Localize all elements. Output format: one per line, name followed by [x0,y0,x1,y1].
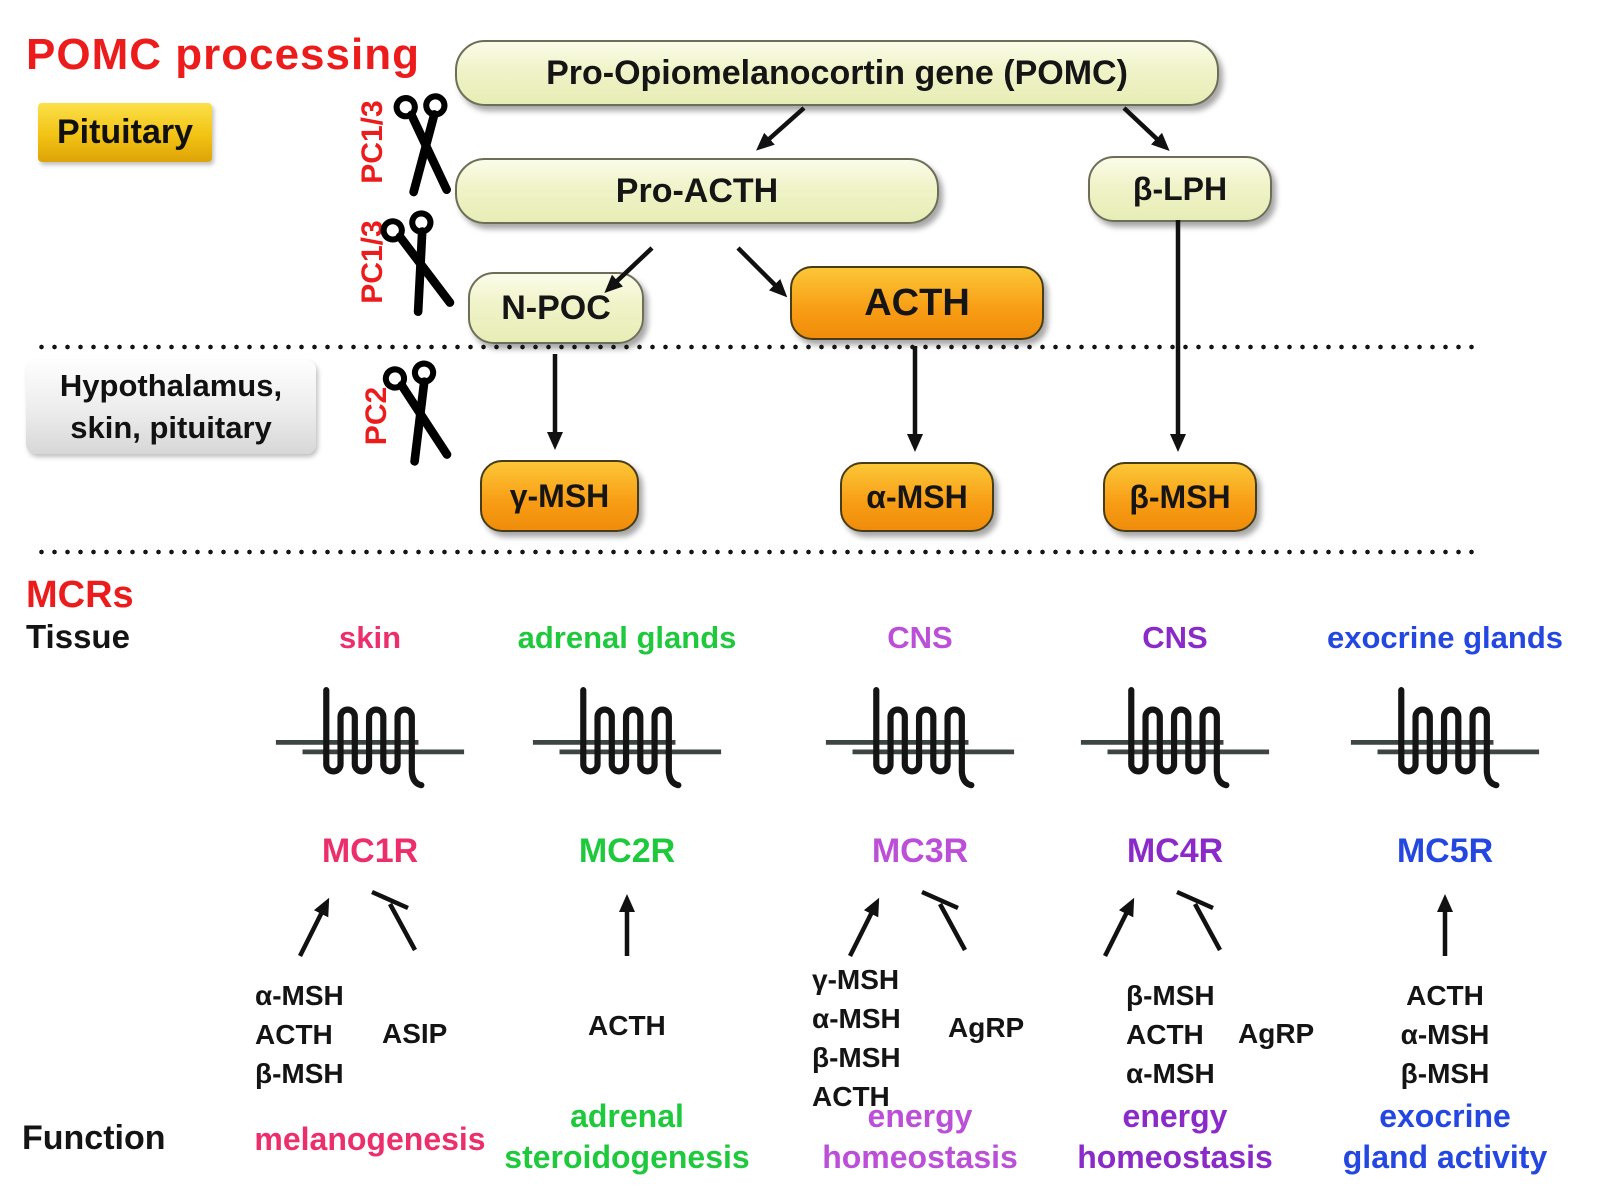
inhibition-bar-mc3r [921,889,967,952]
function-line: energy [867,1098,973,1134]
activation-arrow-mc4r [1102,897,1135,958]
node-b-lph: β-LPH [1088,156,1272,222]
tissue-label-mc2r: adrenal glands [517,620,737,655]
agonist-list-mc5r: ACTH α-MSH β-MSH [1370,976,1520,1093]
function-line: gland activity [1342,1139,1548,1175]
section-title-mcrs: MCRs [26,574,134,616]
agonist-item: ACTH [812,1081,890,1112]
tissue-label-mc3r: CNS [887,620,953,655]
scissors-icon [382,360,452,466]
agonist-list-mc4r: β-MSH ACTH α-MSH [1126,976,1215,1093]
agonist-list-mc2r: ACTH [588,1006,666,1045]
agonist-list-mc3r: γ-MSH α-MSH β-MSH ACTH [812,960,901,1116]
receptor-icon-mc5r [1350,687,1540,789]
node-alpha-msh: α-MSH [840,462,994,532]
divider-dotted-top [35,344,1475,350]
node-beta-msh: β-MSH [1103,462,1257,532]
activation-arrow-mc1r [297,897,330,958]
divider-dotted-bottom [35,549,1475,555]
function-label-mc5r: exocrine gland activity [1285,1096,1605,1178]
arrow-proacth-to-acth [736,246,788,298]
arrow-proacth-to-npoc [604,246,654,293]
node-acth: ACTH [790,266,1044,340]
agonist-item: γ-MSH [812,964,900,995]
node-gamma-msh: γ-MSH [480,460,639,532]
arrow-blph-to-betamsh [1170,220,1186,452]
scissors-icon [380,210,455,317]
antagonist-label-mc3r: AgRP [948,1012,1025,1043]
receptor-icon-mc2r [532,687,722,789]
receptor-name-mc1r: MC1R [321,832,419,870]
receptor-icon-mc3r [825,687,1015,789]
function-line: energy [1122,1098,1228,1134]
receptor-icon-mc1r [275,687,465,789]
agonist-item: ACTH [1126,1019,1204,1050]
activation-arrow-mc5r [1437,894,1453,956]
tissue-label-mc5r: exocrine glands [1326,620,1564,655]
tissue-label-mc4r: CNS [1142,620,1208,655]
receptor-name-mc2r: MC2R [578,832,676,870]
agonist-item: ACTH [1406,980,1484,1011]
receptor-icon-mc4r [1080,687,1270,789]
arrow-pomc-to-blph [1122,106,1170,151]
function-label-mc4r: energy homeostasis [1015,1096,1335,1178]
activation-arrow-mc2r [619,894,635,956]
agonist-item: β-MSH [255,1058,344,1089]
arrow-pomc-to-proacth [756,106,806,151]
agonist-item: β-MSH [1400,1058,1490,1089]
agonist-item: α-MSH [812,1003,901,1034]
node-pomc-gene: Pro-Opiomelanocortin gene (POMC) [455,40,1219,106]
arrow-acth-to-alphamsh [907,346,923,452]
agonist-item: β-MSH [812,1042,901,1073]
function-line: exocrine [1379,1098,1511,1134]
function-line: adrenal [570,1098,684,1134]
function-label-mc1r: melanogenesis [254,1121,486,1157]
antagonist-label-mc4r: AgRP [1238,1018,1315,1049]
tissue-label-mc1r: skin [338,620,402,655]
inhibition-bar-mc4r [1176,889,1222,952]
agonist-item: β-MSH [1126,980,1215,1011]
function-line: homeostasis [1077,1139,1273,1175]
row-label-function: Function [22,1119,166,1157]
agonist-item: ACTH [255,1019,333,1050]
antagonist-label-mc1r: ASIP [382,1018,448,1049]
function-label-mc3r: energy homeostasis [760,1096,1080,1178]
arrow-npoc-to-gammamsh [547,354,563,450]
receptor-name-mc5r: MC5R [1396,832,1494,870]
agonist-item: α-MSH [1400,1019,1490,1050]
agonist-item: α-MSH [255,980,344,1011]
agonist-item: α-MSH [1126,1058,1215,1089]
region-label-line1: Hypothalamus, [59,368,283,403]
function-label-mc2r: adrenal steroidogenesis [467,1096,787,1178]
scissors-icon [393,93,452,197]
row-label-tissue: Tissue [26,618,130,655]
region-label-hypothalamus: Hypothalamus, skin, pituitary [26,360,316,454]
inhibition-bar-mc1r [371,889,417,952]
agonist-list-mc1r: α-MSH ACTH β-MSH [255,976,344,1093]
agonist-item: ACTH [588,1010,666,1041]
node-pro-acth: Pro-ACTH [455,158,939,224]
region-label-line2: skin, pituitary [70,410,272,445]
page-title: POMC processing [26,30,420,79]
activation-arrow-mc3r [847,897,880,958]
receptor-name-mc4r: MC4R [1126,832,1224,870]
function-line: homeostasis [822,1139,1018,1175]
pituitary-badge: Pituitary [38,103,212,162]
function-line: steroidogenesis [504,1139,750,1175]
receptor-name-mc3r: MC3R [871,832,969,870]
